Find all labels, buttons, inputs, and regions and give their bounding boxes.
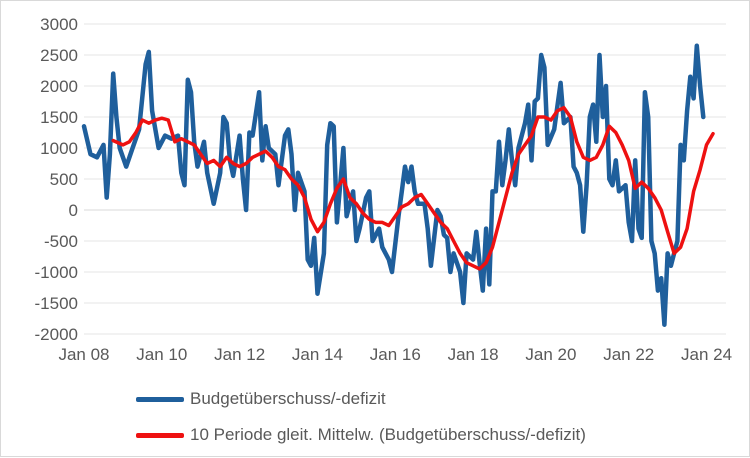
legend-swatch-budget <box>136 396 184 402</box>
x-tick-label: Jan 14 <box>292 345 343 364</box>
y-tick-label: 1000 <box>40 139 78 158</box>
legend-entry-moving-average: 10 Periode gleit. Mittelw. (Budgetübersc… <box>136 417 586 453</box>
x-tick-label: Jan 22 <box>603 345 654 364</box>
y-tick-label: -1000 <box>35 263 78 282</box>
legend-label-moving-average: 10 Periode gleit. Mittelw. (Budgetübersc… <box>190 425 586 444</box>
y-tick-label: -500 <box>44 232 78 251</box>
y-tick-label: 0 <box>69 201 78 220</box>
y-tick-label: 1500 <box>40 108 78 127</box>
x-axis-ticks: Jan 08 Jan 10 Jan 12 Jan 14 Jan 16 Jan 18 Jan … <box>58 345 732 364</box>
x-tick-label: Jan 18 <box>448 345 499 364</box>
y-tick-label: 2000 <box>40 77 78 96</box>
legend-swatch-moving-average <box>136 432 184 438</box>
y-tick-label: 500 <box>50 170 78 189</box>
y-tick-label: -2000 <box>35 325 78 344</box>
legend-entry-budget: Budgetüberschuss/-defizit <box>136 381 586 417</box>
x-tick-label: Jan 16 <box>370 345 421 364</box>
x-tick-label: Jan 12 <box>214 345 265 364</box>
y-tick-label: 2500 <box>40 46 78 65</box>
x-tick-label: Jan 20 <box>525 345 576 364</box>
legend: Budgetüberschuss/-defizit 10 Periode gle… <box>136 381 586 453</box>
y-tick-label: -1500 <box>35 294 78 313</box>
series-lines <box>81 43 715 327</box>
series-line-moving-average <box>111 105 715 271</box>
x-tick-label: Jan 24 <box>681 345 732 364</box>
x-tick-label: Jan 10 <box>136 345 187 364</box>
series-line-budget <box>81 43 706 327</box>
x-tick-label: Jan 08 <box>58 345 109 364</box>
legend-label-budget: Budgetüberschuss/-defizit <box>190 389 386 408</box>
y-axis-ticks: 3000 2500 2000 1500 1000 500 0 -500 -1000 -1500 -2… <box>35 15 78 344</box>
y-tick-label: 3000 <box>40 15 78 34</box>
